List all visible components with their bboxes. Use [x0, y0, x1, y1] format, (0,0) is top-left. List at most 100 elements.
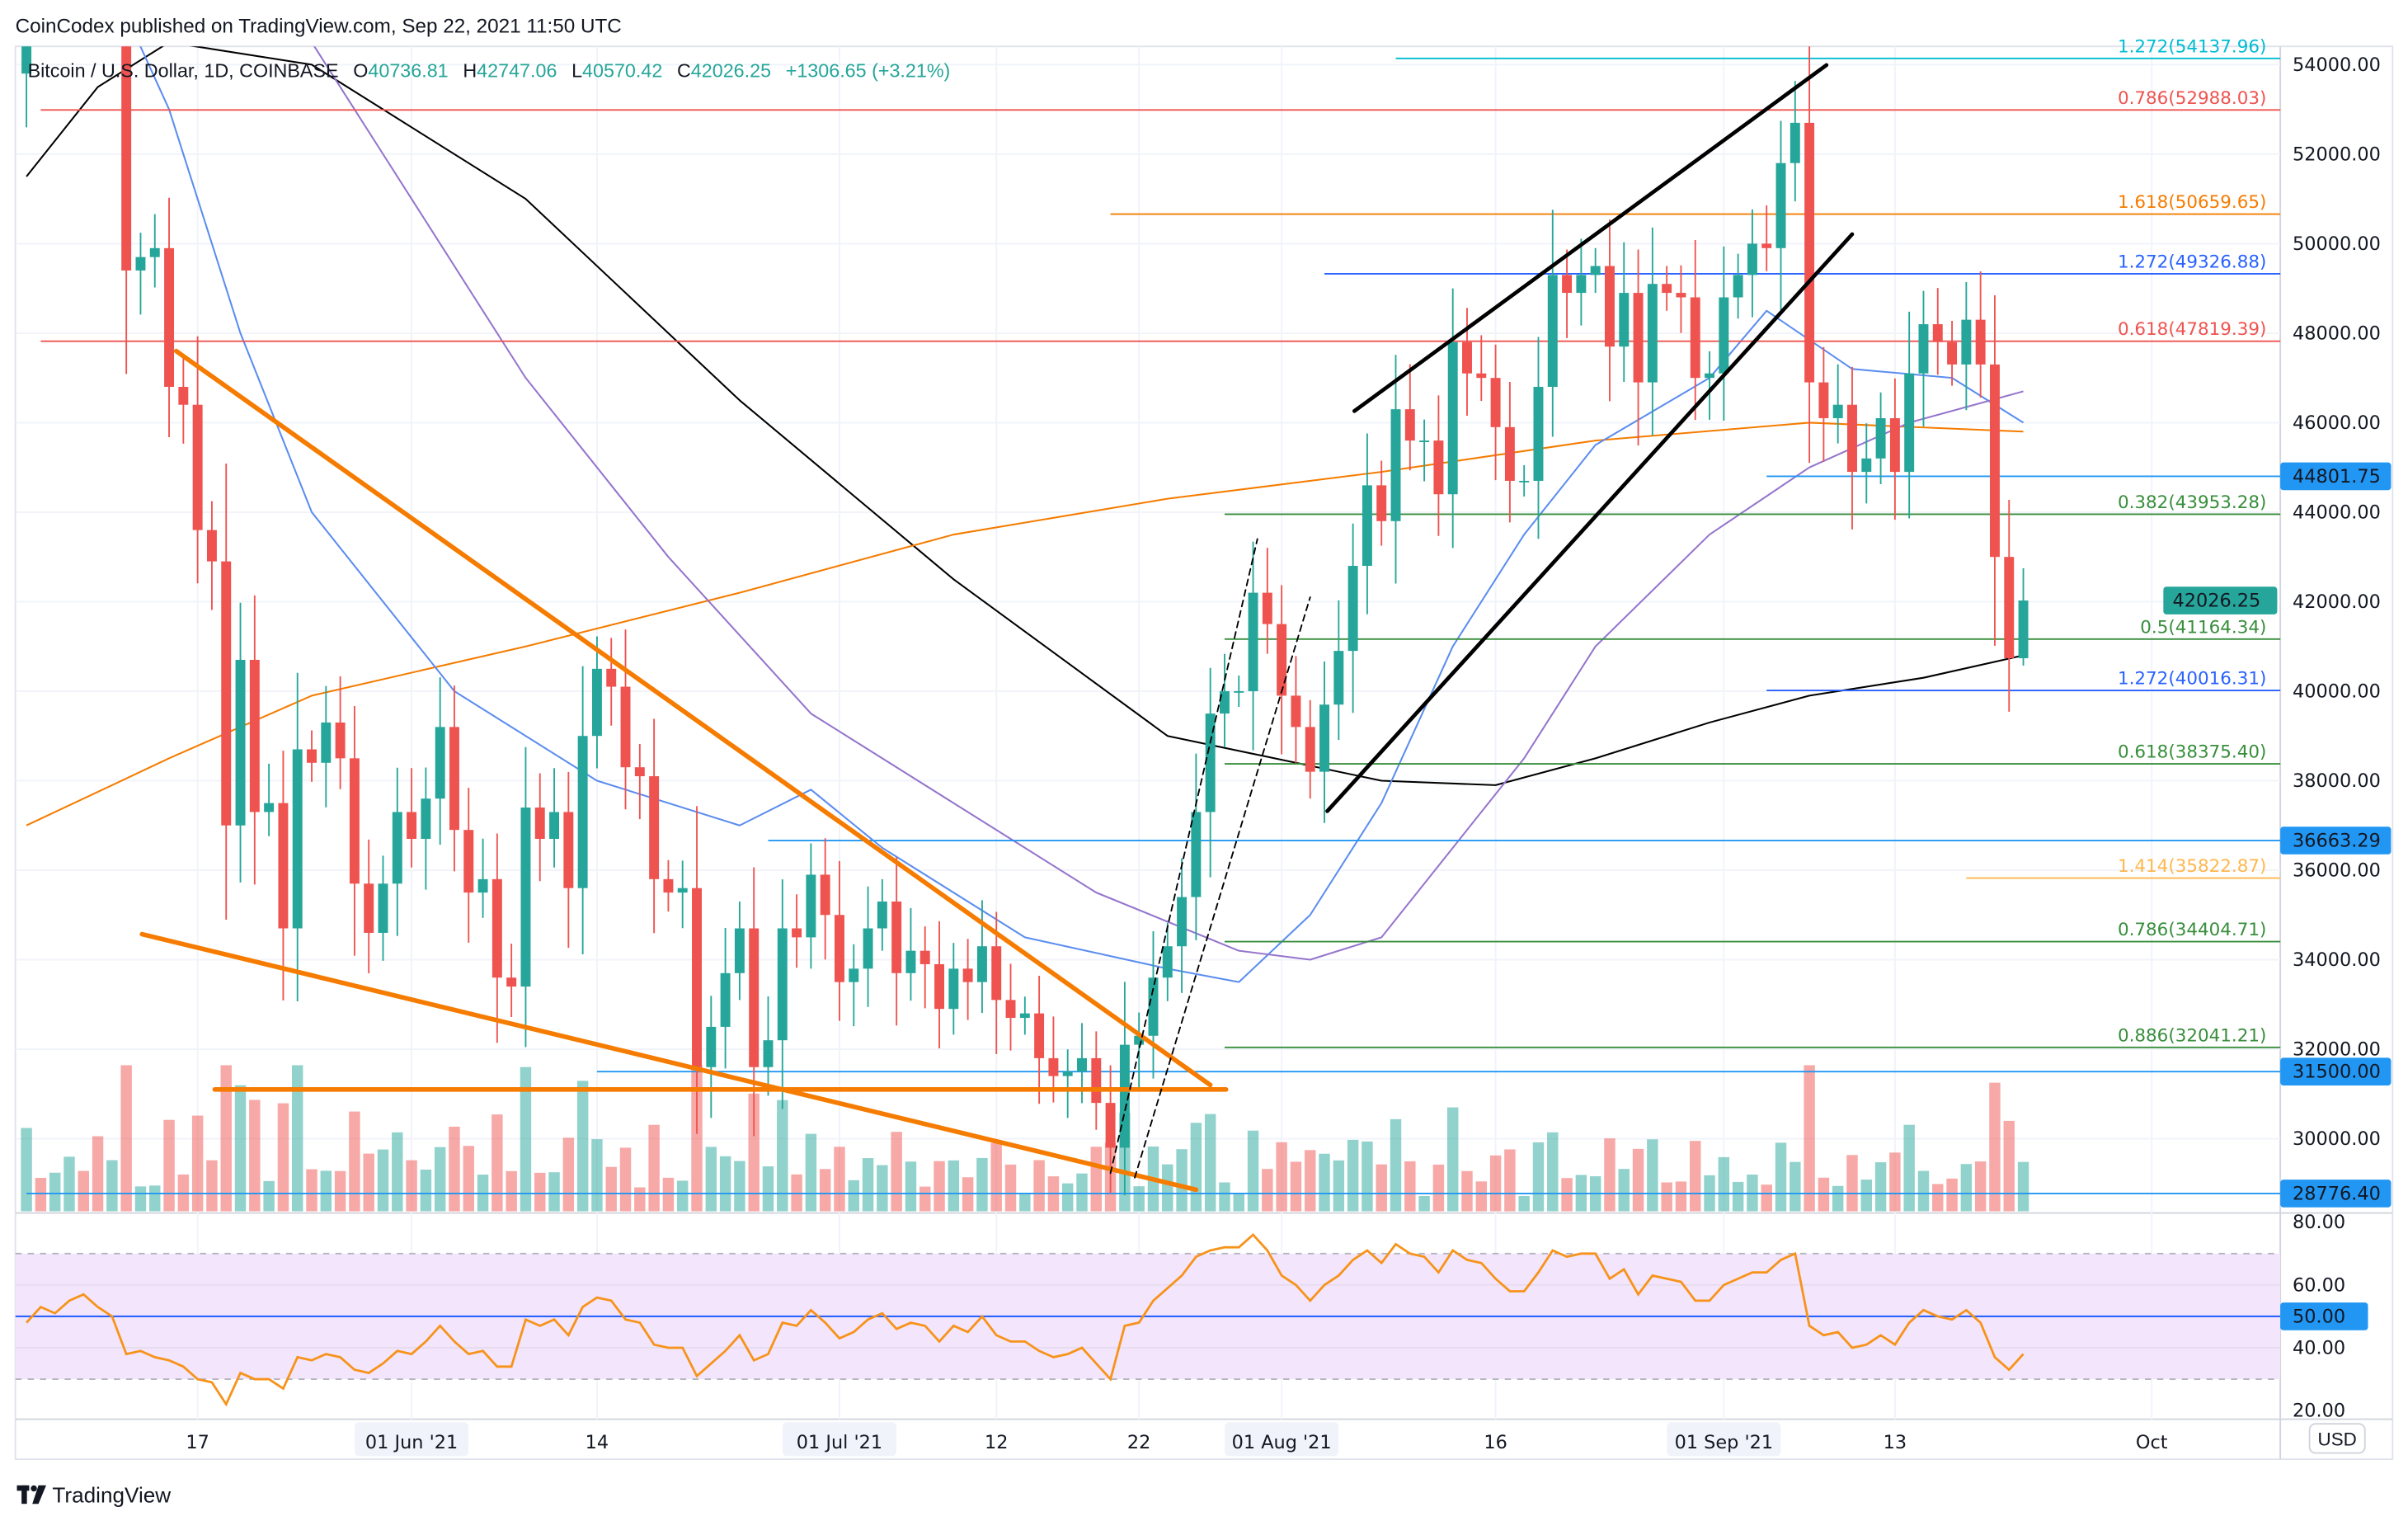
- volume-bar: [1690, 1141, 1701, 1212]
- candle-body: [1048, 1057, 1059, 1076]
- candle-body: [463, 830, 474, 893]
- volume-bar: [619, 1147, 632, 1212]
- dashed-channel-line-1[interactable]: [1109, 538, 1258, 1175]
- volume-bar: [976, 1157, 988, 1212]
- level-price-badge: [2280, 1057, 2392, 1085]
- candle-body: [206, 530, 217, 562]
- volume-bar: [962, 1177, 974, 1212]
- candle-body: [976, 946, 987, 982]
- candle-body: [1904, 373, 1915, 473]
- rsi-pane[interactable]: [15, 1233, 2281, 1407]
- candle-body: [1975, 319, 1986, 365]
- volume-bar: [691, 1065, 703, 1212]
- candle-body: [863, 928, 873, 969]
- time-tick-label: 12: [985, 1432, 1008, 1453]
- price-tick-label: 42000.00: [2293, 591, 2381, 613]
- volume-bar: [1090, 1147, 1103, 1212]
- level-price-badge: [2280, 1180, 2392, 1208]
- dashed-channel-line-2[interactable]: [1134, 596, 1311, 1179]
- volume-bar: [506, 1170, 517, 1212]
- currency-label: USD: [2318, 1429, 2357, 1449]
- candle-body: [307, 749, 317, 763]
- volume-bar: [676, 1180, 689, 1212]
- fib-level-label: 1.272(40016.31): [2118, 669, 2266, 690]
- close-value: 42026.25: [691, 60, 771, 82]
- level-price-badge: [2280, 826, 2392, 855]
- volume-bar: [1832, 1185, 1844, 1212]
- candle-body: [135, 257, 146, 271]
- volume-bar: [534, 1172, 546, 1212]
- volume-bar: [634, 1187, 646, 1212]
- volume-bar: [1718, 1156, 1730, 1212]
- price-tick-label: 32000.00: [2293, 1038, 2381, 1060]
- candle-body: [991, 946, 1002, 1001]
- volume-bar: [1489, 1155, 1502, 1212]
- volume-bar: [762, 1166, 774, 1212]
- rsi-midline-label: 50.00: [2293, 1306, 2345, 1327]
- tradingview-logo[interactable]: TradingView: [16, 1482, 172, 1507]
- volume-bar: [819, 1169, 831, 1212]
- candle-body: [649, 776, 660, 879]
- time-tick-label: 16: [1484, 1432, 1507, 1453]
- candle-body: [221, 561, 232, 826]
- trend-lines[interactable]: [139, 63, 1855, 1193]
- ma-blue-line: [139, 46, 2025, 983]
- candle-body: [1747, 243, 1757, 275]
- volume-bar: [463, 1146, 474, 1212]
- time-label-highlight: [1225, 1422, 1339, 1457]
- candlesticks: [21, 46, 2029, 1196]
- wedge-upper-line[interactable]: [173, 348, 1213, 1088]
- candle-body: [1647, 284, 1658, 383]
- candle-body: [549, 812, 560, 840]
- volume-bar: [1647, 1139, 1658, 1212]
- candle-body: [734, 928, 745, 973]
- volume-bar: [277, 1103, 289, 1212]
- volume-bar: [548, 1172, 560, 1212]
- volume-bar: [1632, 1148, 1644, 1212]
- price-tick-label: 46000.00: [2293, 412, 2381, 434]
- candle-body: [1162, 946, 1173, 978]
- candle-body: [1790, 122, 1800, 163]
- volume-bar: [1076, 1173, 1088, 1212]
- rsi-line: [26, 1233, 2025, 1407]
- candle-body: [1719, 297, 1729, 374]
- volume-bar: [1162, 1164, 1173, 1212]
- candle-body: [1733, 275, 1743, 298]
- volume-bar: [605, 1166, 617, 1212]
- candle-body: [1433, 440, 1444, 495]
- volume-bar: [63, 1156, 75, 1212]
- candle-body: [534, 808, 545, 840]
- volume-bar: [905, 1161, 917, 1212]
- volume-bar: [834, 1147, 845, 1212]
- candle-body: [1619, 293, 1630, 347]
- candle-body: [1319, 704, 1330, 772]
- volume-bar: [1432, 1164, 1445, 1212]
- channel-lower-line[interactable]: [1325, 232, 1855, 813]
- candle-body: [407, 812, 417, 840]
- candle-body: [591, 668, 602, 737]
- fib-level-label: 0.786(34404.71): [2118, 920, 2266, 940]
- volume-bar: [92, 1136, 104, 1212]
- candle-body: [1490, 378, 1501, 427]
- volume-bar: [1176, 1149, 1188, 1212]
- candle-body: [149, 247, 160, 257]
- time-tick-label: 17: [186, 1432, 209, 1453]
- candle-body: [264, 803, 275, 812]
- currency-button[interactable]: USD: [2308, 1423, 2366, 1454]
- candle-body: [1504, 426, 1515, 481]
- volume-bar: [919, 1186, 931, 1212]
- candle-body: [1947, 341, 1958, 365]
- candle-body: [1462, 341, 1472, 374]
- channel-upper-line[interactable]: [1352, 63, 1829, 413]
- candle-body: [1847, 404, 1857, 473]
- volume-bar: [934, 1161, 945, 1212]
- wedge-lower-line[interactable]: [139, 931, 1199, 1193]
- symbol-legend: Bitcoin / U.S. Dollar, 1D, COINBASE O407…: [28, 60, 951, 82]
- volume-bar: [292, 1065, 303, 1212]
- candle-body: [1932, 324, 1943, 342]
- open-value: 40736.81: [368, 60, 448, 82]
- candle-body: [192, 404, 203, 530]
- candle-body: [1305, 727, 1315, 772]
- low-value: 40570.42: [582, 60, 662, 82]
